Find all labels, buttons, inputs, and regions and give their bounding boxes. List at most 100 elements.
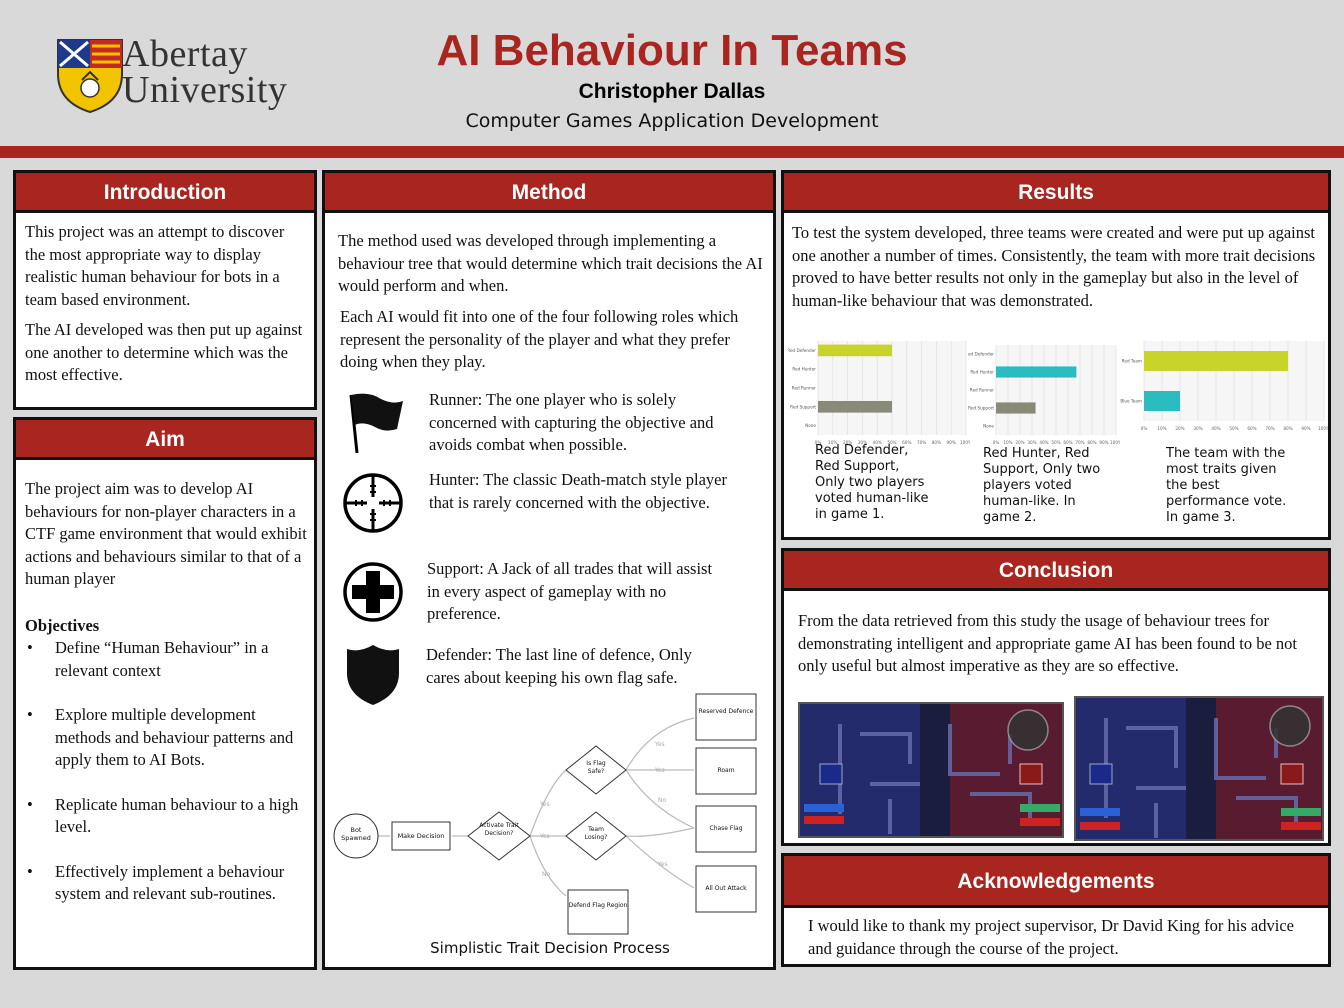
node-all-out-attack: All Out Attack bbox=[705, 885, 747, 892]
results-body: To test the system developed, three team… bbox=[792, 223, 1316, 310]
conclusion-panel: Conclusion From the data retrieved from … bbox=[781, 548, 1331, 846]
yes-label: Yes bbox=[657, 861, 668, 868]
chart-bar bbox=[996, 402, 1036, 414]
chart-category-label: Red Support bbox=[968, 406, 994, 411]
chart-tick-label: 100% bbox=[1110, 440, 1120, 445]
chart-tick-label: 50% bbox=[887, 440, 896, 445]
node-bot-spawned: Bot Spawned bbox=[341, 826, 371, 842]
chart-tick-label: 100% bbox=[960, 440, 970, 445]
list-item: Replicate human behaviour to a high leve… bbox=[25, 794, 307, 839]
role-defender: Defender: The last line of defence, Only… bbox=[426, 645, 692, 687]
no-label: No bbox=[658, 797, 666, 804]
node-activate-trait: Activate Trait Decision? bbox=[479, 822, 519, 837]
node-defend-flag-region: Defend Flag Region bbox=[568, 902, 628, 909]
aim-panel: Aim The project aim was to develop AI be… bbox=[13, 417, 317, 970]
results-title: Results bbox=[784, 173, 1328, 213]
introduction-paragraph: This project was an attempt to discover … bbox=[25, 222, 285, 309]
results-caption-game-2: Red Hunter, Red Support, Only two player… bbox=[983, 446, 1101, 525]
poster-author: Christopher Dallas bbox=[578, 80, 766, 103]
no-label: No bbox=[542, 871, 550, 878]
acknowledgements-body: I would like to thank my project supervi… bbox=[808, 916, 1294, 958]
chart-category-label: Red Runner bbox=[970, 388, 995, 393]
results-chart-game-3: 0% 10% 20% 30% 40% 50% 60% 70% 80% 90% 100% Red Tea… bbox=[1120, 341, 1328, 431]
objectives-heading: Objectives bbox=[25, 615, 100, 635]
poster-course: Computer Games Application Development bbox=[465, 110, 879, 132]
medical-cross-icon bbox=[343, 562, 403, 622]
chart-category-label: None bbox=[983, 424, 994, 429]
chart-tick-label: 40% bbox=[1211, 426, 1220, 431]
chart-tick-label: 10% bbox=[828, 440, 837, 445]
diagram-caption: Simplistic Trait Decision Process bbox=[430, 939, 670, 957]
chart-tick-label: 70% bbox=[917, 440, 926, 445]
chart-tick-label: 40% bbox=[873, 440, 882, 445]
chart-tick-label: 60% bbox=[902, 440, 911, 445]
conclusion-title: Conclusion bbox=[784, 551, 1328, 591]
trait-decision-diagram: Yes Yes No Yes Yes No Yes Bot Spawned Ma… bbox=[333, 693, 757, 935]
chart-tick-label: 30% bbox=[1193, 426, 1202, 431]
chart-tick-label: 90% bbox=[1301, 426, 1310, 431]
header-divider bbox=[0, 146, 1344, 158]
chart-tick-label: 100% bbox=[1318, 426, 1328, 431]
poster-title: AI Behaviour In Teams bbox=[436, 26, 908, 75]
results-caption-game-1: Red Defender, Red Support, Only two play… bbox=[815, 443, 929, 522]
results-chart-game-2: 0%10%20%30%40%50%60%70%80%90%100% Red Def… bbox=[968, 345, 1120, 445]
list-item: Effectively implement a behaviour system… bbox=[25, 861, 307, 906]
chart-tick-label: 80% bbox=[932, 440, 941, 445]
chart-tick-label: 0% bbox=[815, 440, 822, 445]
university-logo-text: Abertay University bbox=[122, 33, 288, 111]
flag-icon bbox=[349, 393, 403, 454]
chart-bar bbox=[1144, 391, 1180, 411]
chart-tick-label: 60% bbox=[1063, 440, 1072, 445]
chart-category-label: Red Defender bbox=[788, 348, 816, 353]
results-chart-game-1: 0% 10% 20% 30% 40% 50% 60% 70% 80% 90% 100% Red Def… bbox=[788, 341, 970, 445]
logo-line-2: University bbox=[122, 69, 288, 111]
game-screenshot bbox=[798, 702, 1064, 838]
chart-bar bbox=[996, 366, 1077, 378]
conclusion-body: From the data retrieved from this study … bbox=[798, 611, 1297, 675]
acknowledgements-panel: Acknowledgements I would like to thank m… bbox=[781, 853, 1331, 967]
chart-tick-label: 10% bbox=[1003, 440, 1012, 445]
list-item: Define “Human Behaviour” in a relevant c… bbox=[25, 637, 307, 682]
game-screenshot bbox=[1074, 696, 1324, 841]
node-chase-flag: Chase Flag bbox=[709, 825, 743, 832]
chart-tick-label: 30% bbox=[858, 440, 867, 445]
chart-category-label: Red Defender bbox=[968, 352, 994, 357]
node-flag-safe: Is Flag Safe? bbox=[586, 760, 606, 775]
chart-tick-label: 70% bbox=[1075, 440, 1084, 445]
method-intro: The method used was developed through im… bbox=[338, 231, 763, 295]
node-make-decision: Make Decision bbox=[397, 832, 445, 840]
acknowledgements-title: Acknowledgements bbox=[784, 856, 1328, 908]
method-title: Method bbox=[325, 173, 773, 213]
poster-header: Abertay University AI Behaviour In Teams… bbox=[0, 0, 1344, 146]
chart-tick-label: 10% bbox=[1157, 426, 1166, 431]
chart-tick-label: 0% bbox=[1141, 426, 1148, 431]
shield-icon bbox=[347, 645, 399, 705]
introduction-panel: Introduction This project was an attempt… bbox=[13, 170, 317, 410]
yes-label: Yes bbox=[539, 833, 550, 840]
yes-label: Yes bbox=[654, 741, 665, 748]
abertay-crest-icon bbox=[57, 39, 123, 114]
method-roles-intro: Each AI would fit into one of the four f… bbox=[340, 307, 739, 371]
logo-line-1: Abertay bbox=[122, 33, 248, 75]
chart-tick-label: 20% bbox=[1175, 426, 1184, 431]
node-reserved-defence: Reserved Defence bbox=[698, 708, 754, 715]
introduction-title: Introduction bbox=[16, 173, 314, 213]
chart-tick-label: 30% bbox=[1027, 440, 1036, 445]
introduction-body: This project was an attempt to discover … bbox=[25, 221, 307, 395]
chart-category-label: Red Support bbox=[790, 404, 816, 409]
chart-category-label: Red Hunter bbox=[792, 367, 816, 372]
chart-tick-label: 20% bbox=[843, 440, 852, 445]
objectives-list: Define “Human Behaviour” in a relevant c… bbox=[25, 637, 307, 906]
chart-tick-label: 90% bbox=[1099, 440, 1108, 445]
yes-label: Yes bbox=[539, 801, 550, 808]
chart-bar bbox=[818, 400, 892, 413]
results-caption-game-3: The team with the most traits given the … bbox=[1166, 446, 1287, 525]
chart-tick-label: 70% bbox=[1265, 426, 1274, 431]
crosshair-icon bbox=[343, 473, 403, 533]
list-item: Explore multiple development methods and… bbox=[25, 704, 307, 772]
aim-body: The project aim was to develop AI behavi… bbox=[25, 478, 307, 928]
chart-tick-label: 40% bbox=[1039, 440, 1048, 445]
yes-label: Yes bbox=[654, 767, 665, 774]
node-team-losing: Team Losing? bbox=[584, 826, 608, 841]
chart-category-label: Red Runner bbox=[792, 386, 817, 391]
